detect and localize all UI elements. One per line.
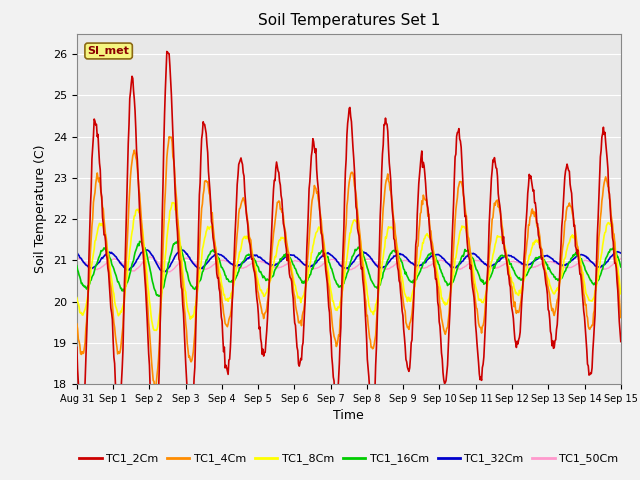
TC1_4Cm xyxy=(433,270,440,276)
TC1_4Cm xyxy=(165,134,173,140)
TC1_32Cm xyxy=(161,269,168,275)
TC1_2Cm xyxy=(73,345,81,350)
TC1_2Cm xyxy=(151,473,159,479)
Title: Soil Temperatures Set 1: Soil Temperatures Set 1 xyxy=(258,13,440,28)
TC1_16Cm xyxy=(73,263,81,269)
TC1_8Cm xyxy=(417,254,424,260)
TC1_16Cm xyxy=(174,238,182,244)
TC1_50Cm xyxy=(417,265,424,271)
Legend: TC1_2Cm, TC1_4Cm, TC1_8Cm, TC1_16Cm, TC1_32Cm, TC1_50Cm: TC1_2Cm, TC1_4Cm, TC1_8Cm, TC1_16Cm, TC1… xyxy=(75,449,623,469)
TC1_32Cm xyxy=(433,252,440,257)
TC1_50Cm xyxy=(617,256,625,262)
TC1_50Cm xyxy=(164,269,172,275)
Line: TC1_32Cm: TC1_32Cm xyxy=(77,250,621,272)
TC1_2Cm xyxy=(433,276,440,282)
TC1_32Cm xyxy=(73,249,81,255)
TC1_50Cm xyxy=(73,255,81,261)
TC1_2Cm xyxy=(83,336,90,342)
TC1_4Cm xyxy=(151,387,159,393)
TC1_32Cm xyxy=(617,250,625,256)
TC1_16Cm xyxy=(617,264,625,270)
TC1_8Cm xyxy=(224,299,232,304)
TC1_4Cm xyxy=(73,321,81,327)
TC1_32Cm xyxy=(224,258,232,264)
TC1_50Cm xyxy=(147,254,154,260)
TC1_32Cm xyxy=(196,266,204,272)
TC1_2Cm xyxy=(417,164,424,169)
TC1_2Cm xyxy=(224,372,232,377)
TC1_16Cm xyxy=(196,278,204,284)
TC1_16Cm xyxy=(433,256,440,262)
TC1_16Cm xyxy=(155,293,163,299)
TC1_4Cm xyxy=(417,211,424,216)
TC1_32Cm xyxy=(140,247,148,252)
TC1_8Cm xyxy=(433,263,440,269)
TC1_8Cm xyxy=(139,227,147,233)
Text: SI_met: SI_met xyxy=(88,46,129,56)
TC1_2Cm xyxy=(139,245,147,251)
TC1_32Cm xyxy=(83,263,90,268)
TC1_16Cm xyxy=(224,276,232,282)
TC1_8Cm xyxy=(617,291,625,297)
TC1_16Cm xyxy=(417,268,424,274)
TC1_16Cm xyxy=(139,240,147,246)
Line: TC1_16Cm: TC1_16Cm xyxy=(77,241,621,296)
TC1_8Cm xyxy=(152,327,160,333)
X-axis label: Time: Time xyxy=(333,409,364,422)
TC1_50Cm xyxy=(83,262,90,267)
TC1_4Cm xyxy=(224,321,232,327)
TC1_2Cm xyxy=(617,338,625,344)
TC1_8Cm xyxy=(73,295,81,300)
TC1_4Cm xyxy=(83,318,90,324)
TC1_2Cm xyxy=(196,192,204,198)
TC1_50Cm xyxy=(224,259,232,265)
TC1_32Cm xyxy=(417,262,424,268)
TC1_32Cm xyxy=(139,249,147,255)
TC1_2Cm xyxy=(163,48,171,54)
Line: TC1_2Cm: TC1_2Cm xyxy=(77,51,621,476)
TC1_50Cm xyxy=(139,260,147,265)
TC1_4Cm xyxy=(196,246,204,252)
Line: TC1_8Cm: TC1_8Cm xyxy=(77,203,621,330)
TC1_4Cm xyxy=(139,234,147,240)
TC1_8Cm xyxy=(168,200,176,205)
TC1_4Cm xyxy=(617,315,625,321)
TC1_50Cm xyxy=(196,264,204,270)
Line: TC1_4Cm: TC1_4Cm xyxy=(77,137,621,390)
TC1_50Cm xyxy=(433,259,440,264)
TC1_16Cm xyxy=(83,286,90,292)
TC1_8Cm xyxy=(196,273,204,278)
Y-axis label: Soil Temperature (C): Soil Temperature (C) xyxy=(35,144,47,273)
TC1_8Cm xyxy=(83,300,90,306)
Line: TC1_50Cm: TC1_50Cm xyxy=(77,257,621,272)
